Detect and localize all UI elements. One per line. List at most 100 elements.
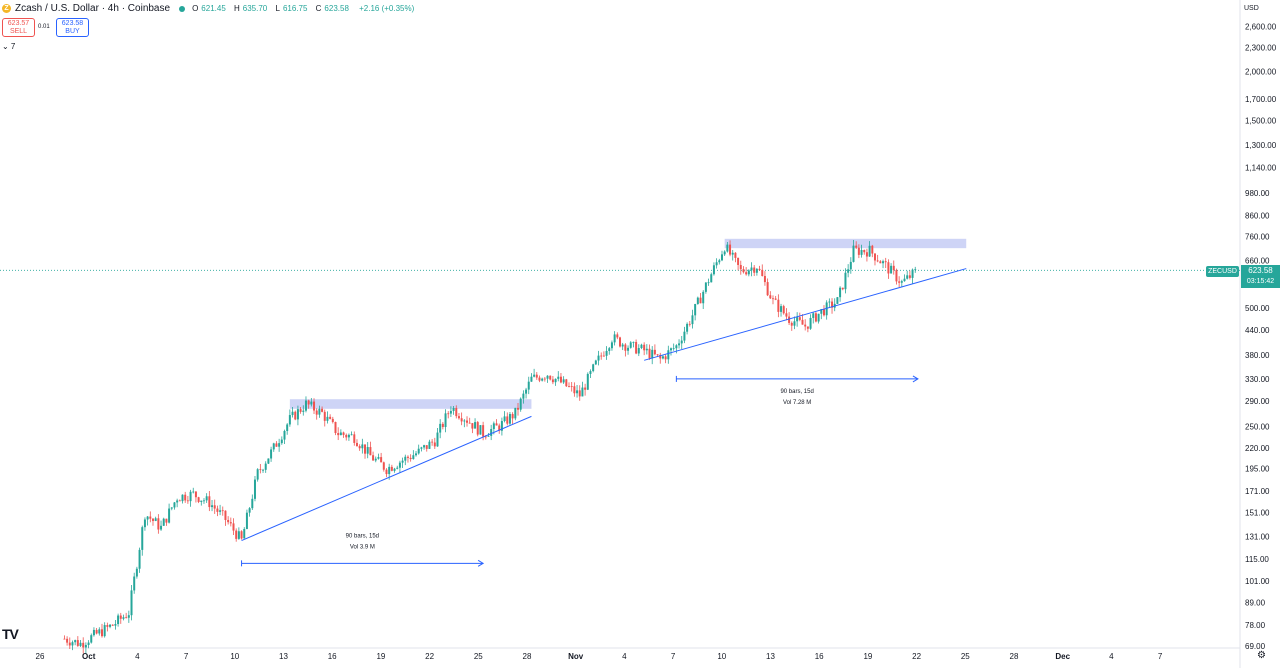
- candle-body: [879, 261, 882, 264]
- candle-body: [95, 629, 98, 634]
- candle-body: [771, 298, 774, 300]
- candle-body: [460, 418, 463, 422]
- candle-body: [457, 416, 460, 419]
- candle-body: [202, 500, 205, 502]
- candle-body: [720, 254, 723, 261]
- candle-body: [911, 269, 914, 278]
- candle-body: [71, 642, 74, 646]
- x-tick-label: 13: [766, 652, 775, 661]
- last-price-tag: 623.58 03:15:42: [1241, 265, 1280, 288]
- candle-body: [433, 442, 436, 447]
- candle-body: [390, 466, 393, 471]
- x-tick-label: 13: [279, 652, 288, 661]
- candle-body: [619, 337, 621, 347]
- candle-body: [511, 414, 514, 419]
- candle-body: [739, 264, 742, 270]
- sell-label: SELL: [9, 28, 28, 35]
- candle-body: [774, 298, 777, 300]
- candle-body: [280, 439, 283, 444]
- candle-body: [503, 416, 506, 422]
- candle-body: [841, 287, 844, 290]
- candle-body: [452, 407, 455, 411]
- candle-body: [914, 269, 917, 271]
- x-tick-label: 26: [36, 652, 45, 661]
- candle-body: [627, 347, 630, 351]
- candle-body: [313, 401, 316, 411]
- candle-body: [589, 371, 592, 374]
- candle-body: [294, 411, 297, 420]
- candle-body: [581, 387, 584, 397]
- candle-body: [412, 455, 415, 460]
- candle-body: [613, 334, 616, 343]
- y-tick-label: 330.00: [1245, 375, 1270, 384]
- candle-body: [763, 275, 766, 283]
- candle-body: [793, 321, 796, 326]
- candle-body: [559, 376, 562, 383]
- sell-button[interactable]: 623.57 SELL: [2, 18, 35, 37]
- x-tick-label: 16: [815, 652, 824, 661]
- candle-body: [380, 457, 383, 463]
- x-tick-label: 19: [863, 652, 872, 661]
- candle-body: [908, 275, 911, 278]
- candle-body: [860, 250, 863, 255]
- candle-body: [487, 435, 490, 437]
- candle-body: [605, 350, 608, 356]
- buy-button[interactable]: 623.58 BUY: [56, 18, 89, 37]
- low-value: 616.75: [282, 4, 308, 13]
- candle-body: [264, 463, 267, 470]
- candle-body: [229, 522, 232, 524]
- spread-value: 0.01: [38, 24, 50, 30]
- candle-body: [125, 617, 128, 619]
- candle-body: [388, 466, 391, 475]
- currency-label[interactable]: USD: [1244, 5, 1259, 12]
- market-status-icon[interactable]: [179, 5, 186, 12]
- symbol-title[interactable]: Zcash / U.S. Dollar · 4h · Coinbase: [15, 3, 171, 14]
- candle-body: [482, 425, 485, 437]
- candle-body: [117, 615, 120, 625]
- candle-body: [447, 413, 450, 415]
- candle-body: [66, 638, 69, 643]
- candle-body: [342, 432, 345, 435]
- candle-body: [890, 265, 893, 274]
- candle-body: [296, 409, 299, 420]
- candle-body: [165, 518, 168, 523]
- candle-body: [189, 491, 192, 502]
- candle-body: [788, 316, 791, 323]
- x-tick-label: 19: [376, 652, 385, 661]
- candle-body: [194, 491, 197, 498]
- y-tick-label: 151.00: [1245, 508, 1270, 517]
- candle-body: [621, 344, 624, 347]
- candle-body: [506, 416, 509, 424]
- x-tick-label: 7: [184, 652, 189, 661]
- candle-body: [863, 250, 866, 253]
- candle-body: [197, 497, 200, 502]
- candle-body: [119, 615, 122, 619]
- candle-body: [404, 456, 407, 461]
- candle-body: [272, 443, 275, 450]
- candle-body: [211, 505, 214, 508]
- candle-body: [181, 494, 184, 502]
- candle-body: [291, 411, 294, 416]
- candle-body: [374, 458, 377, 461]
- candle-body: [522, 393, 525, 399]
- candle-body: [170, 507, 173, 509]
- indicators-toggle[interactable]: ⌄ 7: [2, 42, 16, 51]
- candle-body: [393, 468, 396, 471]
- candle-body: [640, 344, 643, 349]
- trendline: [241, 415, 532, 542]
- candle-body: [712, 265, 715, 275]
- candle-body: [385, 469, 388, 475]
- candle-body: [157, 518, 160, 530]
- gear-icon[interactable]: ⚙: [1257, 650, 1266, 661]
- candle-body: [635, 341, 638, 354]
- candle-body: [90, 635, 93, 643]
- candle-body: [162, 518, 165, 526]
- candle-body: [221, 510, 224, 512]
- tradingview-logo[interactable]: TV: [2, 626, 19, 642]
- candle-body: [235, 530, 238, 539]
- x-tick-label: 28: [1010, 652, 1019, 661]
- candle-body: [836, 297, 839, 304]
- x-tick-label: 7: [1158, 652, 1163, 661]
- candle-body: [84, 644, 87, 648]
